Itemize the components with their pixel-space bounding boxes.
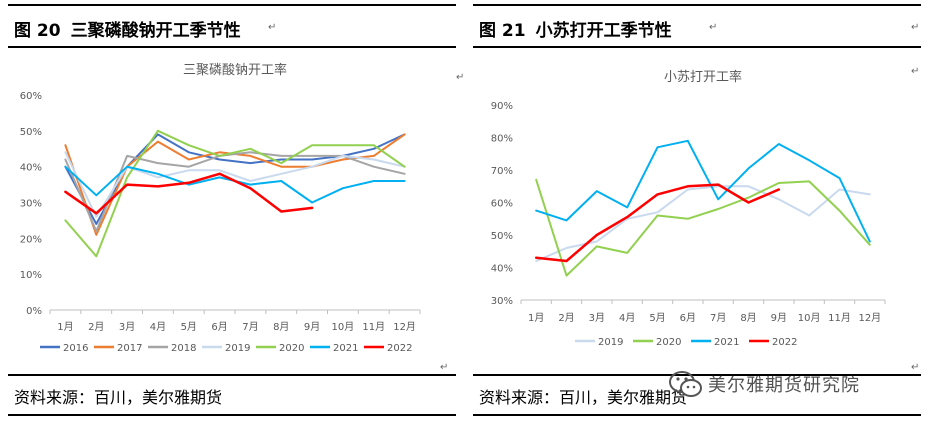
- left-figure-panel: 图 20 三聚磷酸钠开工季节性 ↵ 三聚磷酸钠开工率 0% 10% 20% 30% 40% 5…: [0, 0, 464, 422]
- x-tick-label: 3月: [119, 321, 135, 333]
- paragraph-mark: ↵: [268, 22, 277, 33]
- footer-rule: [8, 414, 456, 416]
- x-tick-label: 4月: [150, 321, 166, 333]
- figure-label: 图 21: [479, 21, 526, 41]
- x-tick-label: 4月: [619, 312, 635, 324]
- series-line-2016: [64, 133, 406, 225]
- figure-title-text: 三聚磷酸钠开工季节性: [70, 21, 241, 41]
- footer-rule: [473, 414, 921, 416]
- figure-title-text: 小苏打开工季节性: [535, 21, 672, 41]
- x-tick-label: 12月: [858, 312, 881, 324]
- chart-baking-soda: 小苏打开工率 30% 40% 50% 60% 70% 80% 90% 1月 2月 3月 4月 5月 6月 7…: [491, 69, 886, 348]
- legend-label-2022: 2022: [387, 343, 412, 354]
- legend-label-2018: 2018: [171, 343, 196, 354]
- legend-label-2020: 2020: [656, 337, 681, 348]
- x-tick-label: 2月: [558, 312, 574, 324]
- legend-label-2017: 2017: [117, 343, 142, 354]
- x-tick-label: 8月: [273, 321, 289, 333]
- y-tick-label: 30%: [491, 296, 513, 307]
- series-line-2020: [535, 178, 871, 277]
- x-tick-label: 10月: [798, 312, 821, 324]
- y-tick-label: 0%: [26, 306, 42, 317]
- paragraph-mark: ↵: [911, 362, 920, 373]
- y-tick-label: 10%: [20, 270, 42, 281]
- x-tick-label: 7月: [710, 312, 726, 324]
- top-rule: [473, 4, 921, 6]
- x-tick-label: 9月: [304, 321, 320, 333]
- y-tick-label: 50%: [491, 231, 513, 242]
- x-tick-label: 1月: [57, 321, 73, 333]
- legend-label-2019: 2019: [225, 343, 250, 354]
- y-tick-label: 40%: [491, 264, 513, 275]
- source-note: 资料来源：百川，美尔雅期货: [14, 388, 223, 407]
- paragraph-mark: ↵: [911, 66, 920, 77]
- y-tick-label: 60%: [491, 199, 513, 210]
- source-note: 资料来源：百川，美尔雅期货: [479, 388, 688, 407]
- series-line-2018: [64, 151, 406, 233]
- bottom-rule: [473, 374, 921, 376]
- x-tick-label: 6月: [211, 321, 227, 333]
- x-tick-label: 6月: [680, 312, 696, 324]
- wechat-icon: [669, 371, 702, 397]
- series-line-2022: [64, 172, 314, 215]
- series-line-2021: [535, 139, 871, 243]
- paragraph-mark: ↵: [709, 22, 718, 33]
- x-tick-label: 5月: [181, 321, 197, 333]
- x-tick-label: 11月: [362, 321, 385, 333]
- title-rule: [8, 46, 456, 48]
- x-tick-label: 8月: [740, 312, 756, 324]
- right-figure-panel: 图 21 小苏打开工季节性 ↵ ↵ 小苏打开工率 30% 40% 50% 60% 70% 80…: [465, 0, 929, 422]
- series-line-2022: [534, 183, 781, 263]
- top-rule: [8, 4, 456, 6]
- chart-title: 小苏打开工率: [664, 69, 742, 85]
- y-tick-label: 30%: [20, 199, 42, 210]
- figure-title: 图 20 三聚磷酸钠开工季节性: [14, 16, 241, 41]
- chart-title: 三聚磷酸钠开工率: [183, 62, 287, 78]
- x-tick-label: 1月: [528, 312, 544, 324]
- legend-label-2021: 2021: [714, 337, 739, 348]
- watermark-text: 美尔雅期货研究院: [708, 375, 860, 396]
- x-tick-label: 9月: [771, 312, 787, 324]
- bottom-rule: [8, 374, 456, 376]
- legend-label-2016: 2016: [63, 343, 88, 354]
- title-rule: [473, 46, 921, 48]
- x-tick-label: 12月: [393, 321, 416, 333]
- x-tick-label: 7月: [242, 321, 258, 333]
- legend-label-2020: 2020: [279, 343, 304, 354]
- y-tick-label: 90%: [491, 101, 513, 112]
- x-tick-label: 2月: [88, 321, 104, 333]
- y-tick-label: 60%: [20, 91, 42, 102]
- x-tick-label: 11月: [828, 312, 851, 324]
- series-line-2019: [64, 151, 406, 218]
- paragraph-mark: ↵: [456, 72, 465, 83]
- legend-label-2021: 2021: [333, 343, 358, 354]
- paragraph-mark: ↵: [911, 22, 920, 33]
- figure-title: 图 21 小苏打开工季节性: [479, 16, 672, 41]
- y-tick-label: 70%: [491, 166, 513, 177]
- legend-label-2022: 2022: [772, 337, 797, 348]
- figure-label: 图 20: [14, 21, 61, 41]
- paragraph-mark: ↵: [440, 362, 449, 373]
- chart-sodium-tripolyphosphate: 三聚磷酸钠开工率 0% 10% 20% 30% 40% 50% 60% 1月 2月 3月 4月 5月 6月…: [20, 62, 421, 354]
- y-tick-label: 50%: [20, 127, 42, 138]
- x-tick-label: 3月: [589, 312, 605, 324]
- x-tick-label: 5月: [649, 312, 665, 324]
- watermark: 美尔雅期货研究院: [664, 366, 904, 402]
- y-tick-label: 80%: [491, 134, 513, 145]
- y-tick-label: 40%: [20, 163, 42, 174]
- x-tick-label: 10月: [332, 321, 355, 333]
- y-tick-label: 20%: [20, 234, 42, 245]
- legend-label-2019: 2019: [598, 337, 623, 348]
- series-line-2019: [535, 185, 871, 262]
